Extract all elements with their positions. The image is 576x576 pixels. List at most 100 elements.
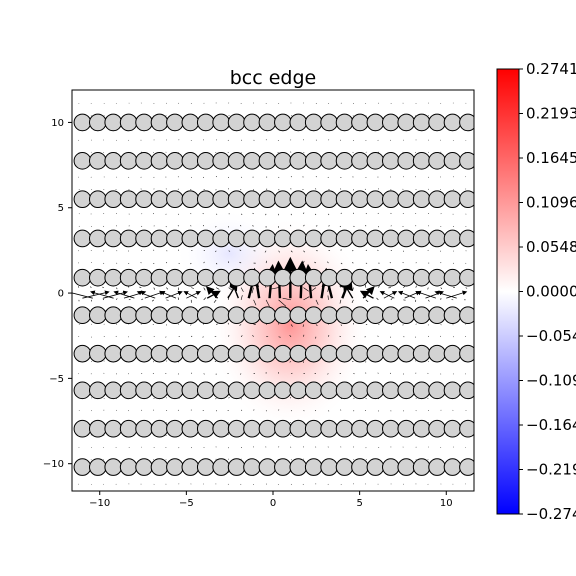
atom	[304, 229, 323, 248]
atom	[289, 458, 308, 476]
atom	[212, 151, 231, 170]
atom	[351, 190, 369, 209]
atom	[274, 229, 292, 248]
atom	[475, 345, 492, 362]
field-arrow	[128, 298, 131, 301]
atom	[212, 190, 231, 209]
core-arrow	[416, 290, 437, 299]
atom	[397, 344, 416, 363]
atom	[335, 151, 354, 170]
atom	[443, 229, 462, 248]
field-arrow	[278, 189, 280, 191]
atom	[227, 381, 246, 400]
field-arrow	[415, 323, 417, 325]
field-arrow	[203, 261, 205, 264]
field-arrow	[339, 299, 342, 304]
field-arrow	[116, 287, 118, 290]
field-arrow	[191, 335, 193, 337]
atom	[335, 419, 354, 438]
x-tick-label: −5	[179, 498, 194, 509]
field-arrow	[239, 249, 242, 251]
atom	[119, 113, 138, 132]
atom	[289, 190, 308, 209]
atom	[320, 190, 338, 209]
field-arrow	[311, 287, 317, 291]
field-arrow	[128, 225, 130, 227]
field-arrow	[390, 297, 393, 301]
atom	[258, 306, 277, 325]
field-arrow	[265, 299, 270, 307]
field-arrow	[278, 176, 280, 179]
field-arrow	[278, 299, 287, 307]
field-arrow	[340, 262, 343, 265]
atom	[335, 381, 354, 400]
atom	[459, 419, 474, 438]
field-arrow	[165, 336, 167, 338]
core-arrow	[379, 291, 395, 299]
atom	[397, 151, 416, 170]
atom	[289, 268, 308, 287]
atom	[166, 458, 184, 476]
atom	[274, 344, 292, 363]
field-arrow	[415, 336, 417, 338]
field-arrow	[339, 225, 342, 228]
field-arrow	[177, 323, 179, 325]
atom	[320, 113, 338, 132]
core-arrow	[82, 290, 110, 299]
atom	[335, 458, 354, 476]
atom	[412, 151, 431, 170]
atom	[181, 419, 200, 438]
atom	[243, 190, 261, 209]
field-arrow	[351, 299, 354, 304]
field-arrow	[402, 324, 404, 326]
field-arrow	[440, 287, 443, 290]
field-arrow	[213, 299, 217, 303]
field-arrow	[227, 361, 229, 363]
atom	[412, 306, 431, 325]
atom	[227, 229, 246, 248]
atom	[443, 419, 462, 438]
atom	[475, 420, 492, 437]
atom	[459, 344, 474, 363]
atom	[351, 381, 369, 400]
atom	[104, 344, 123, 363]
atom	[320, 381, 338, 400]
atom	[181, 306, 200, 325]
atom	[304, 419, 323, 438]
x-tick-label: 5	[356, 498, 362, 509]
atom	[459, 458, 474, 476]
atom	[258, 113, 277, 132]
atom	[258, 229, 277, 248]
atom	[412, 419, 431, 438]
atom	[443, 190, 462, 209]
core-arrow	[113, 290, 135, 299]
core-arrow	[343, 281, 354, 299]
x-tick-label: −10	[89, 498, 110, 509]
core-arrow	[144, 290, 165, 299]
core-arrow	[383, 291, 398, 299]
atom	[397, 381, 416, 400]
field-arrow	[240, 335, 243, 337]
y-tick-label: −10	[43, 459, 64, 470]
atom	[181, 458, 200, 476]
core-arrow	[72, 290, 93, 299]
atom	[243, 151, 261, 170]
atom	[274, 268, 292, 287]
atom	[196, 419, 215, 438]
x-axis: −10 −5 0 5 10	[89, 491, 453, 509]
atom	[274, 151, 292, 170]
field-arrow	[427, 287, 429, 290]
field-arrow	[215, 213, 218, 215]
atom	[135, 381, 153, 400]
field-arrow	[102, 286, 104, 288]
atom	[104, 229, 123, 248]
field-arrow	[339, 188, 342, 190]
atom	[135, 306, 153, 325]
field-arrow	[239, 324, 242, 326]
atom	[428, 306, 446, 325]
atom	[181, 268, 200, 287]
atom	[351, 344, 369, 363]
atom	[166, 151, 184, 170]
field-arrow	[303, 250, 305, 253]
field-arrow	[289, 361, 292, 363]
